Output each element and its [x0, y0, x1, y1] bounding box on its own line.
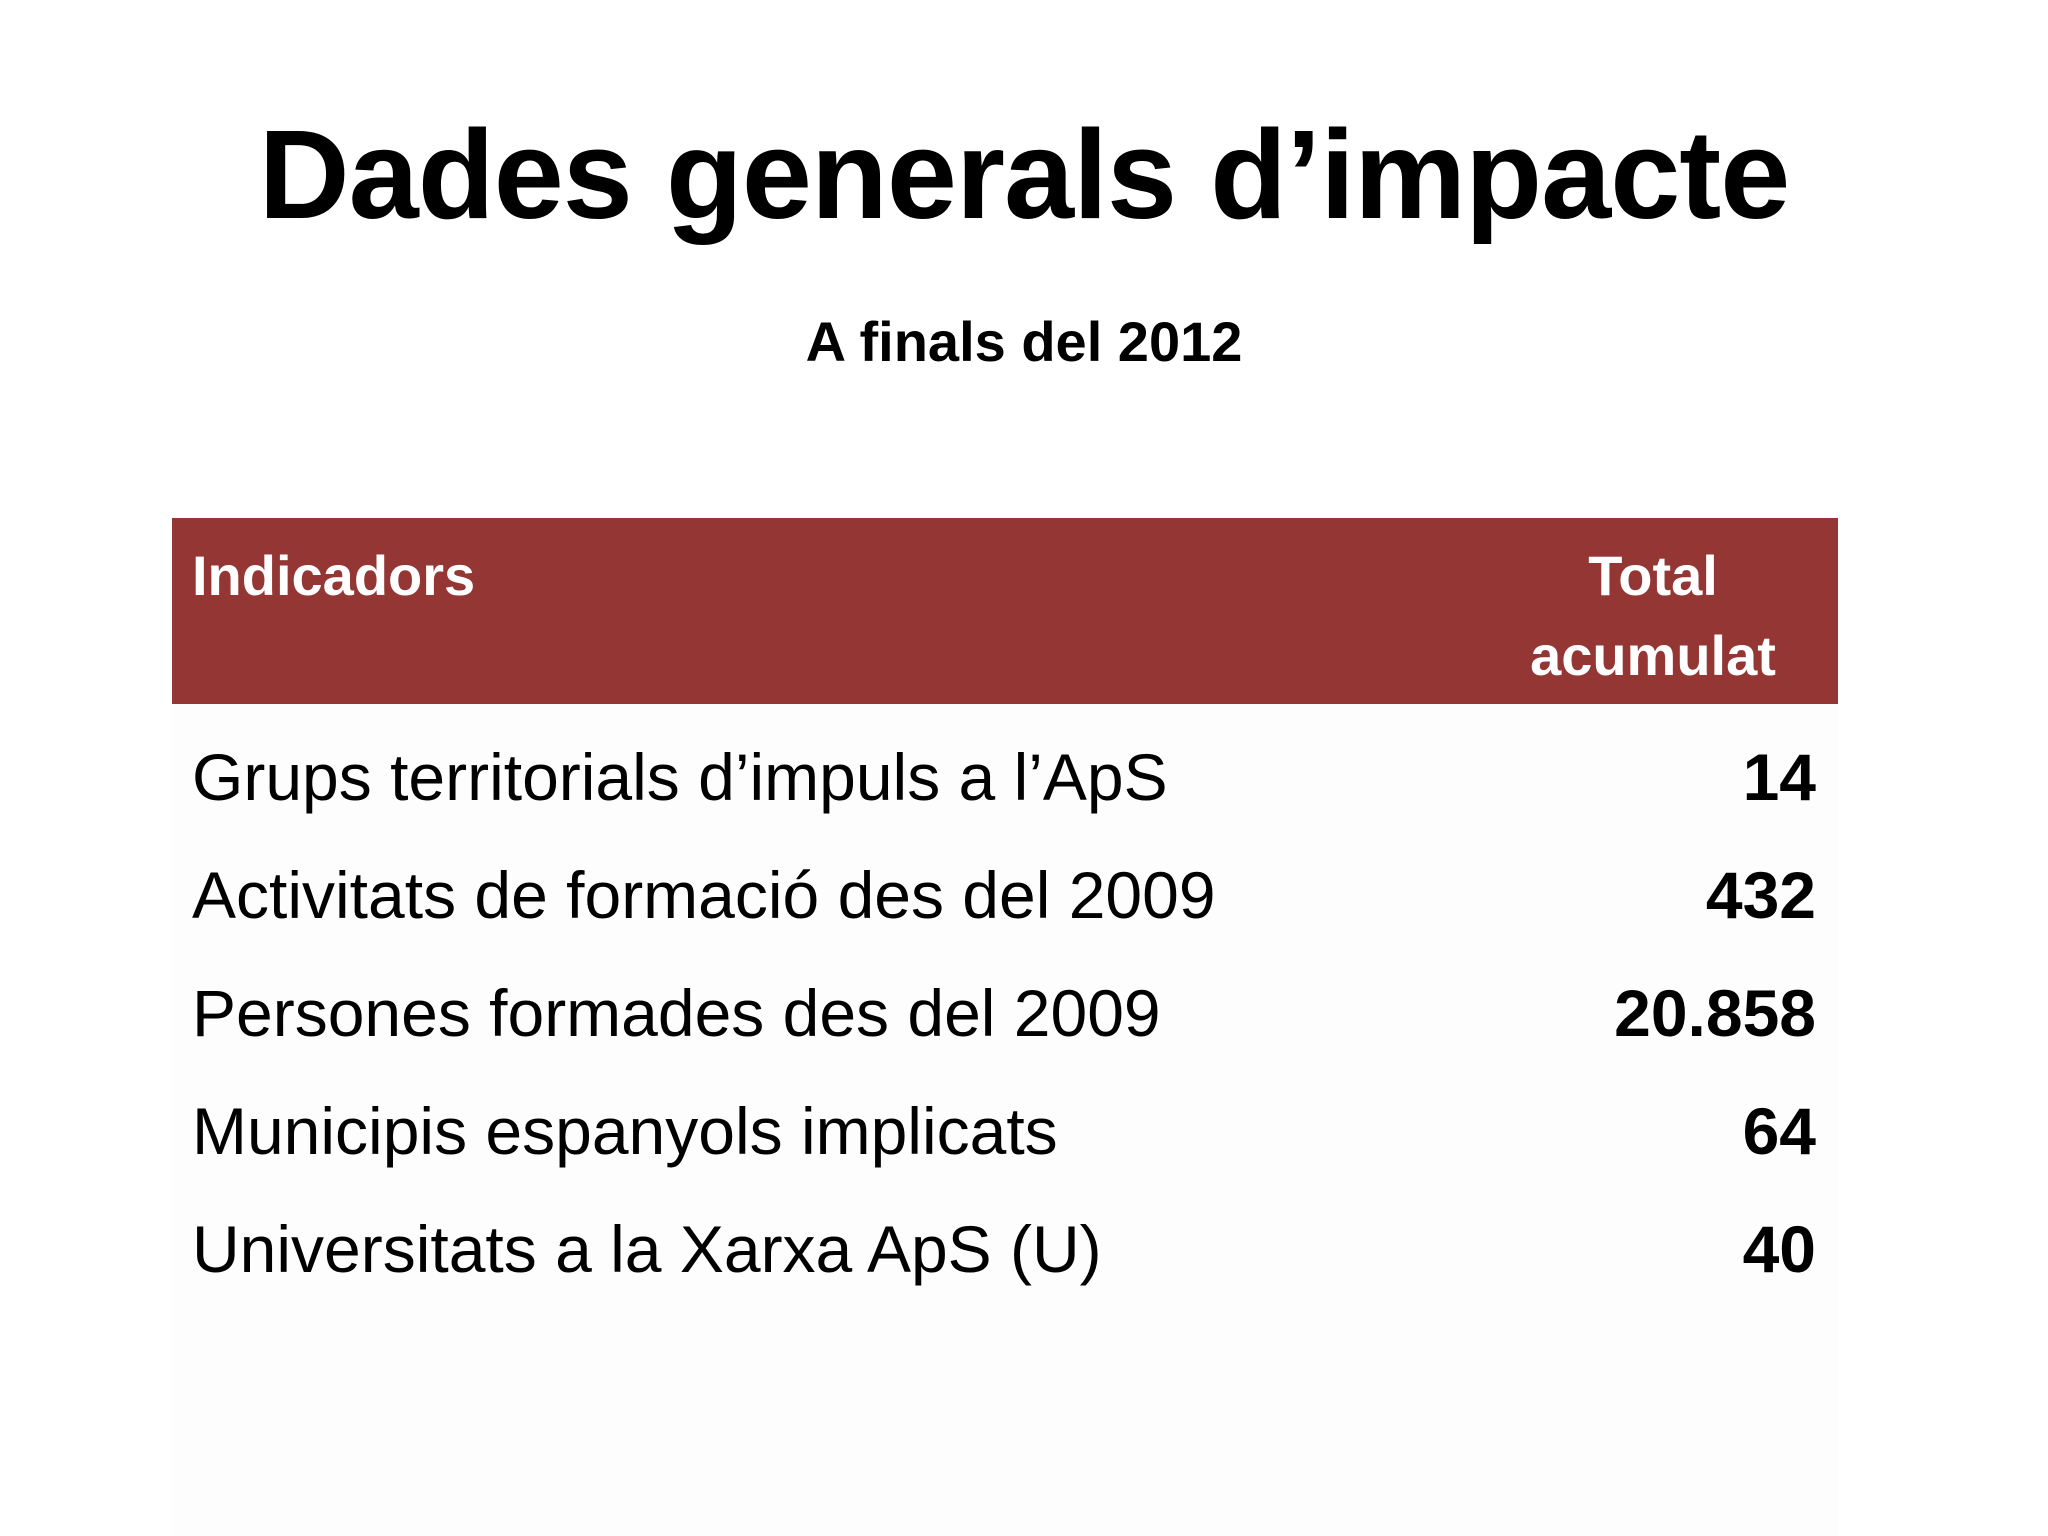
table-header: Indicadors Total acumulat: [172, 518, 1838, 704]
table-row: Activitats de formació des del 2009 432: [172, 836, 1838, 954]
impact-table: Indicadors Total acumulat Grups territor…: [172, 518, 1838, 1536]
row-label: Grups territorials d’impuls a l’ApS: [192, 740, 1168, 814]
row-value: 40: [1742, 1212, 1816, 1286]
row-label: Municipis espanyols implicats: [192, 1094, 1058, 1168]
row-value: 432: [1705, 858, 1816, 932]
column-header-indicators: Indicadors: [192, 544, 476, 607]
slide-subtitle: A finals del 2012: [805, 310, 1243, 373]
row-label: Persones formades des del 2009: [192, 976, 1161, 1050]
row-value: 20.858: [1614, 976, 1816, 1050]
column-header-total: Total acumulat: [1488, 536, 1818, 696]
row-label: Activitats de formació des del 2009: [192, 858, 1216, 932]
row-label: Universitats a la Xarxa ApS (U): [192, 1212, 1102, 1286]
table-row: Grups territorials d’impuls a l’ApS 14: [172, 718, 1838, 836]
table-row: Universitats a la Xarxa ApS (U) 40: [172, 1190, 1838, 1308]
table-row: Municipis espanyols implicats 64: [172, 1072, 1838, 1190]
row-value: 14: [1742, 740, 1816, 814]
row-value: 64: [1742, 1094, 1816, 1168]
table-body: Grups territorials d’impuls a l’ApS 14 A…: [172, 718, 1838, 1308]
column-header-total-line1: Total: [1588, 544, 1718, 607]
slide-title: Dades generals d’impacte: [258, 104, 1791, 245]
column-header-total-line2: acumulat: [1530, 624, 1776, 687]
table-row: Persones formades des del 2009 20.858: [172, 954, 1838, 1072]
